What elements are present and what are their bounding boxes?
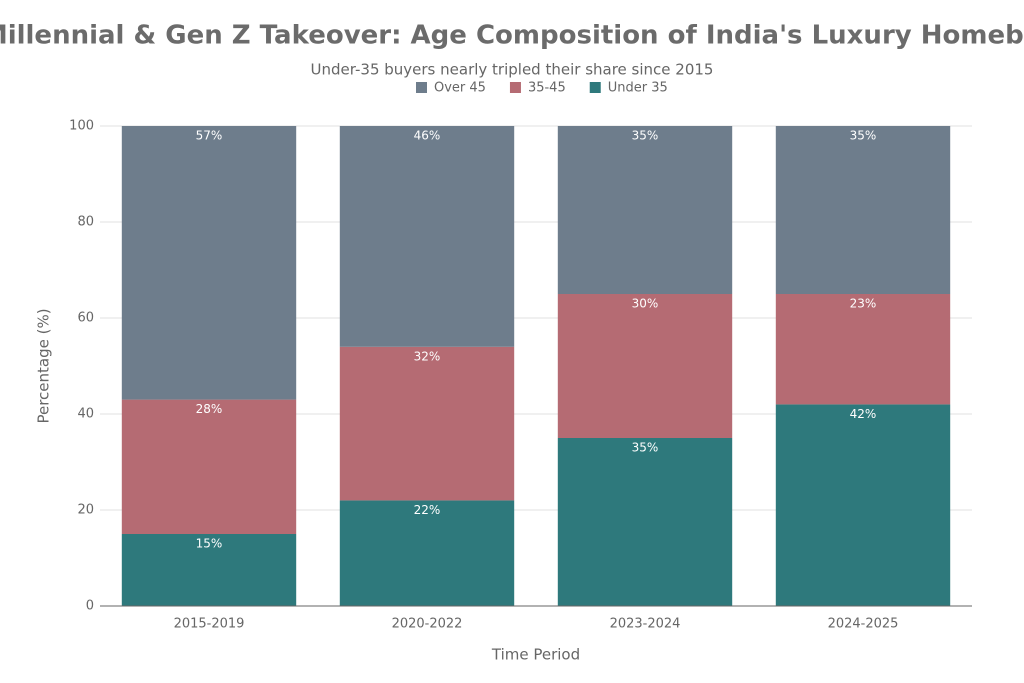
y-axis-title: Percentage (%) xyxy=(35,308,53,423)
value-label: 42% xyxy=(850,407,877,421)
value-label: 32% xyxy=(414,349,441,363)
bar-segment xyxy=(339,500,515,606)
legend-label: Over 45 xyxy=(434,81,486,96)
value-label: 15% xyxy=(196,537,223,551)
value-label: 22% xyxy=(414,503,441,517)
bar-segment xyxy=(121,399,297,534)
bar-segment xyxy=(775,404,951,606)
value-label: 28% xyxy=(196,402,223,416)
bar-segment xyxy=(121,126,297,400)
x-tick-label: 2020-2022 xyxy=(392,617,463,632)
value-label: 35% xyxy=(850,129,877,143)
chart-subtitle: Under-35 buyers nearly tripled their sha… xyxy=(311,61,714,79)
bar-segment xyxy=(557,126,733,294)
y-tick-label: 100 xyxy=(69,119,94,134)
legend-swatch xyxy=(416,82,427,93)
y-tick-label: 0 xyxy=(86,599,94,614)
legend-swatch xyxy=(509,82,521,93)
bar-segment xyxy=(775,294,951,405)
x-tick-label: 2015-2019 xyxy=(174,617,245,632)
bar-segment xyxy=(339,126,515,347)
value-label: 23% xyxy=(850,297,877,311)
value-label: 35% xyxy=(632,129,659,143)
chart-title: The Millennial & Gen Z Takeover: Age Com… xyxy=(0,21,1024,51)
x-axis-title: Time Period xyxy=(491,646,580,664)
value-label: 46% xyxy=(414,129,441,143)
legend-swatch xyxy=(589,82,601,93)
value-label: 57% xyxy=(196,129,223,143)
legend-label: Under 35 xyxy=(608,81,668,96)
y-tick-label: 40 xyxy=(77,407,94,422)
x-tick-label: 2023-2024 xyxy=(610,617,681,632)
bar-segment xyxy=(775,126,951,294)
bar-segment xyxy=(557,294,733,438)
bar-segment xyxy=(557,438,733,606)
bar-segment xyxy=(121,534,297,606)
y-tick-label: 60 xyxy=(77,311,94,326)
x-tick-label: 2024-2025 xyxy=(828,617,899,632)
value-label: 35% xyxy=(632,441,659,455)
value-label: 30% xyxy=(632,297,659,311)
y-tick-label: 80 xyxy=(77,215,94,230)
y-tick-label: 20 xyxy=(77,503,94,518)
bar-segment xyxy=(339,346,515,501)
legend-label: 35-45 xyxy=(528,81,566,96)
